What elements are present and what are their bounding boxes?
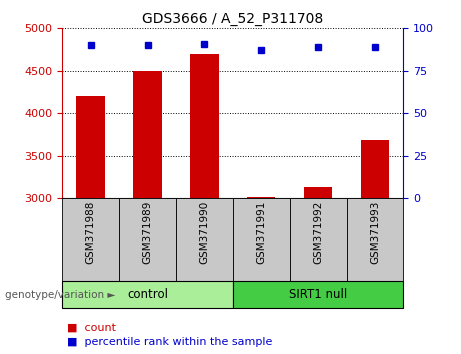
Bar (133, 71, 162, 198)
Text: GSM371990: GSM371990 (199, 201, 209, 264)
Bar (361, 141, 389, 198)
Bar (190, 54, 219, 198)
Bar (233, 281, 403, 308)
Text: ■  percentile rank within the sample: ■ percentile rank within the sample (67, 337, 272, 347)
Text: control: control (127, 288, 168, 301)
Text: GSM371992: GSM371992 (313, 201, 323, 264)
Bar (290, 198, 347, 281)
Bar (233, 198, 290, 281)
Text: GSM371991: GSM371991 (256, 201, 266, 264)
Bar (62, 198, 119, 281)
Bar (119, 198, 176, 281)
Text: GSM371989: GSM371989 (142, 201, 153, 264)
Text: GSM371993: GSM371993 (370, 201, 380, 264)
Bar (347, 198, 403, 281)
Text: genotype/variation ►: genotype/variation ► (5, 290, 115, 300)
Bar (247, 196, 276, 198)
Text: GSM371988: GSM371988 (86, 201, 96, 264)
Title: GDS3666 / A_52_P311708: GDS3666 / A_52_P311708 (142, 12, 324, 26)
Text: ■  count: ■ count (67, 322, 116, 332)
Bar (176, 198, 233, 281)
Text: SIRT1 null: SIRT1 null (289, 288, 347, 301)
Bar (304, 187, 332, 198)
Bar (77, 96, 105, 198)
Bar (62, 281, 233, 308)
